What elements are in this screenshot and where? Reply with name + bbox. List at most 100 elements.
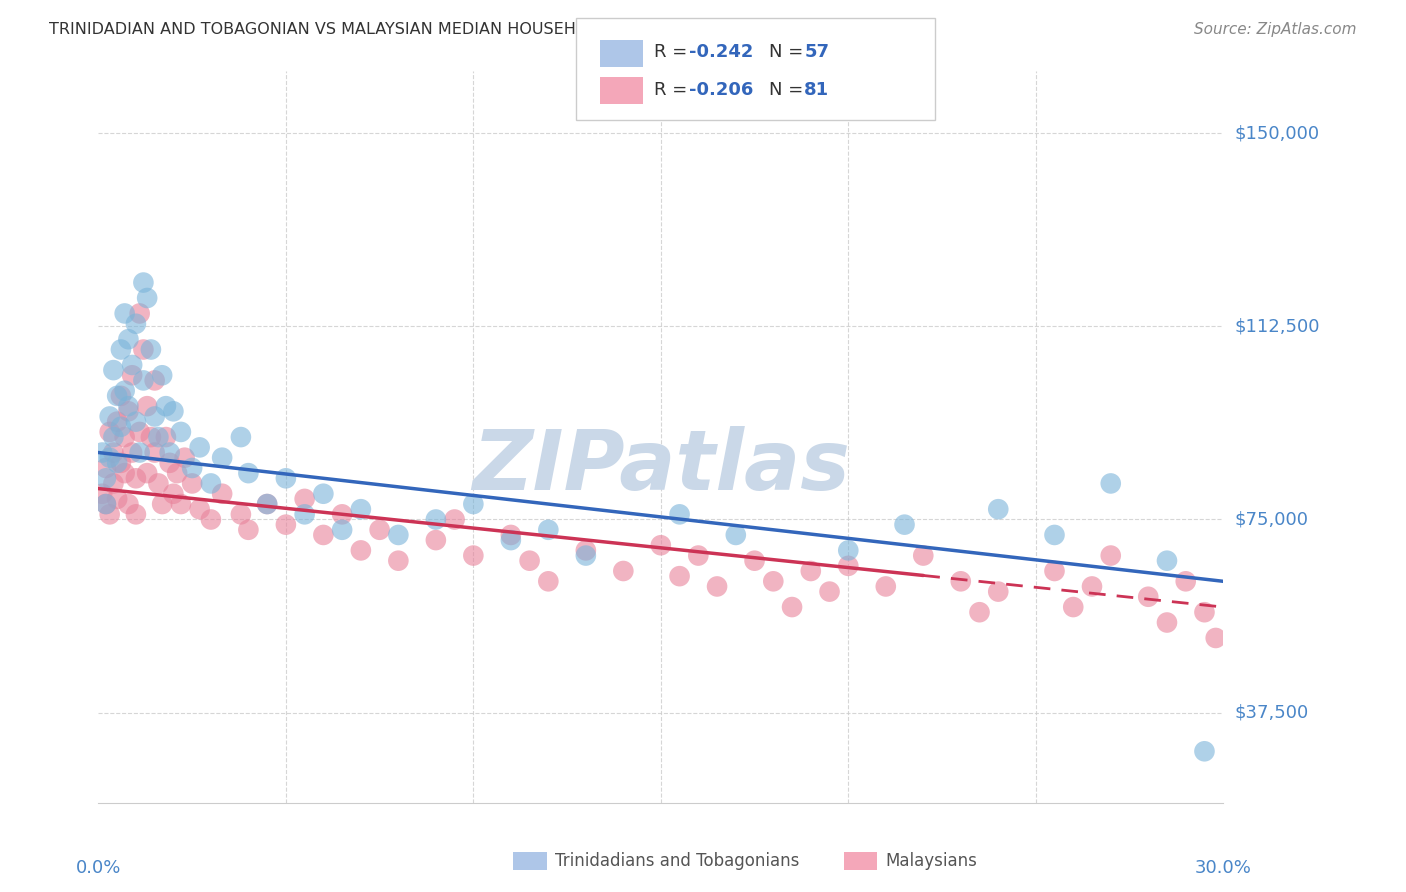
Point xyxy=(114,384,136,398)
Point xyxy=(91,445,114,459)
Point xyxy=(537,523,560,537)
Point xyxy=(256,497,278,511)
Text: 57: 57 xyxy=(804,44,830,62)
Point xyxy=(181,461,204,475)
Text: $75,000: $75,000 xyxy=(1234,510,1309,528)
Point xyxy=(114,466,136,480)
Point xyxy=(148,476,170,491)
Text: TRINIDADIAN AND TOBAGONIAN VS MALAYSIAN MEDIAN HOUSEHOLD INCOME CORRELATION CHAR: TRINIDADIAN AND TOBAGONIAN VS MALAYSIAN … xyxy=(49,22,858,37)
Point xyxy=(238,466,260,480)
Point xyxy=(188,502,211,516)
Point xyxy=(98,508,121,522)
Point xyxy=(800,564,823,578)
Point xyxy=(105,389,128,403)
Text: R =: R = xyxy=(654,81,693,99)
Point xyxy=(294,508,316,522)
Point xyxy=(724,528,747,542)
Point xyxy=(211,487,233,501)
Point xyxy=(128,425,150,439)
Point xyxy=(121,358,143,372)
Point xyxy=(143,445,166,459)
Point xyxy=(103,476,125,491)
Point xyxy=(159,445,181,459)
Point xyxy=(136,399,159,413)
Point xyxy=(117,497,139,511)
Point xyxy=(110,456,132,470)
Point xyxy=(330,523,353,537)
Point xyxy=(443,512,465,526)
Text: Source: ZipAtlas.com: Source: ZipAtlas.com xyxy=(1194,22,1357,37)
Point xyxy=(1099,476,1122,491)
Point xyxy=(1062,600,1084,615)
Point xyxy=(368,523,391,537)
Point xyxy=(537,574,560,589)
Point xyxy=(688,549,710,563)
Point xyxy=(166,466,188,480)
Text: 81: 81 xyxy=(804,81,830,99)
Point xyxy=(211,450,233,465)
Point xyxy=(128,445,150,459)
Point xyxy=(1137,590,1160,604)
Text: Trinidadians and Tobagonians: Trinidadians and Tobagonians xyxy=(555,852,800,870)
Point xyxy=(1081,579,1104,593)
Point xyxy=(103,363,125,377)
Point xyxy=(229,430,252,444)
Point xyxy=(110,389,132,403)
Point xyxy=(103,445,125,459)
Point xyxy=(132,373,155,387)
Point xyxy=(94,497,117,511)
Point xyxy=(148,430,170,444)
Point xyxy=(162,487,184,501)
Point xyxy=(762,574,785,589)
Point xyxy=(98,409,121,424)
Point xyxy=(150,368,173,383)
Point xyxy=(1156,615,1178,630)
Text: N =: N = xyxy=(769,81,808,99)
Point xyxy=(200,512,222,526)
Point xyxy=(837,558,859,573)
Point xyxy=(200,476,222,491)
Text: N =: N = xyxy=(769,44,808,62)
Point xyxy=(150,497,173,511)
Point xyxy=(136,291,159,305)
Point xyxy=(650,538,672,552)
Point xyxy=(837,543,859,558)
Point xyxy=(143,373,166,387)
Text: $112,500: $112,500 xyxy=(1234,318,1320,335)
Point xyxy=(159,456,181,470)
Point xyxy=(188,441,211,455)
Point xyxy=(949,574,972,589)
Point xyxy=(117,404,139,418)
Point xyxy=(117,332,139,346)
Point xyxy=(94,471,117,485)
Text: ZIPatlas: ZIPatlas xyxy=(472,425,849,507)
Point xyxy=(1194,605,1216,619)
Point xyxy=(274,471,297,485)
Point xyxy=(463,497,485,511)
Point xyxy=(780,600,803,615)
Point xyxy=(668,508,690,522)
Point xyxy=(1174,574,1197,589)
Point xyxy=(98,425,121,439)
Point xyxy=(139,430,162,444)
Text: 30.0%: 30.0% xyxy=(1195,860,1251,878)
Point xyxy=(312,487,335,501)
Point xyxy=(114,306,136,320)
Point xyxy=(170,425,193,439)
Point xyxy=(312,528,335,542)
Point xyxy=(162,404,184,418)
Point xyxy=(350,543,373,558)
Point xyxy=(387,528,409,542)
Point xyxy=(425,512,447,526)
Point xyxy=(519,554,541,568)
Point xyxy=(105,415,128,429)
Point xyxy=(110,419,132,434)
Point xyxy=(229,508,252,522)
Point xyxy=(121,445,143,459)
Point xyxy=(136,466,159,480)
Point xyxy=(706,579,728,593)
Point xyxy=(350,502,373,516)
Point xyxy=(110,343,132,357)
Text: -0.206: -0.206 xyxy=(689,81,754,99)
Point xyxy=(1156,554,1178,568)
